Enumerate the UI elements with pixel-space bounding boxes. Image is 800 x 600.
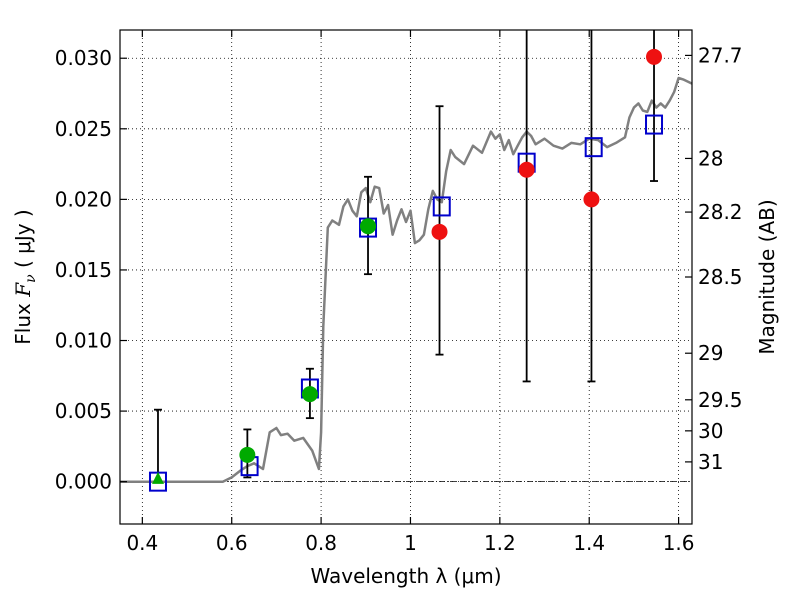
right-axis-title: Magnitude (AB) bbox=[755, 199, 779, 354]
right-tick-label: 31 bbox=[698, 450, 723, 474]
y-tick-label: 0.000 bbox=[55, 470, 112, 494]
detection-point bbox=[239, 446, 256, 463]
non-detection-point bbox=[431, 223, 448, 240]
upper-limit-triangle bbox=[151, 471, 164, 484]
error-bar bbox=[522, 30, 531, 383]
plot-background bbox=[120, 30, 692, 524]
model-photometry-square bbox=[645, 114, 664, 135]
non-detection-point bbox=[646, 48, 663, 65]
model-photometry-square bbox=[432, 196, 451, 217]
right-tick-label: 28.2 bbox=[698, 200, 743, 224]
y-axis-title-post: ( μJy ) bbox=[11, 209, 35, 274]
axes: 0.4 0.6 0.8 1 1.2 1.4 1.6 0.000 0.005 0.010 0.015 0… bbox=[55, 30, 743, 555]
y-tick-label: 0.010 bbox=[55, 329, 112, 353]
x-tick-label: 1.6 bbox=[663, 531, 695, 555]
x-tick-label: 1 bbox=[404, 531, 417, 555]
detection-point bbox=[360, 218, 377, 235]
x-tick-label: 0.4 bbox=[126, 531, 158, 555]
model-photometry-square bbox=[584, 137, 603, 158]
y-axis-title-symbol: F bbox=[11, 282, 35, 298]
y-tick-label: 0.030 bbox=[55, 46, 112, 70]
x-tick-label: 0.6 bbox=[216, 531, 248, 555]
non-detection-point bbox=[518, 161, 535, 178]
x-tick-label: 1.4 bbox=[573, 531, 605, 555]
y-tick-label: 0.020 bbox=[55, 187, 112, 211]
error-bar bbox=[650, 30, 659, 182]
x-axis-title: Wavelength λ (μm) bbox=[310, 564, 501, 588]
plot-area bbox=[120, 30, 692, 492]
x-tick-label: 0.8 bbox=[305, 531, 337, 555]
y-tick-label: 0.005 bbox=[55, 399, 112, 423]
right-tick-label: 30 bbox=[698, 419, 723, 443]
y-axis-title: Flux Fν ( μJy ) bbox=[11, 209, 39, 344]
right-tick-label: 29 bbox=[698, 341, 723, 365]
y-tick-label: 0.025 bbox=[55, 117, 112, 141]
right-tick-label: 27.7 bbox=[698, 43, 743, 67]
detection-point bbox=[301, 386, 318, 403]
y-tick-label: 0.015 bbox=[55, 258, 112, 282]
y-axis-title-subscript: ν bbox=[23, 274, 39, 283]
right-tick-label: 29.5 bbox=[698, 388, 743, 412]
x-tick-label: 1.2 bbox=[484, 531, 516, 555]
right-tick-label: 28.5 bbox=[698, 265, 743, 289]
right-tick-label: 28 bbox=[698, 146, 723, 170]
y-axis-title-pre: Flux bbox=[11, 297, 35, 345]
non-detection-point bbox=[583, 191, 600, 208]
